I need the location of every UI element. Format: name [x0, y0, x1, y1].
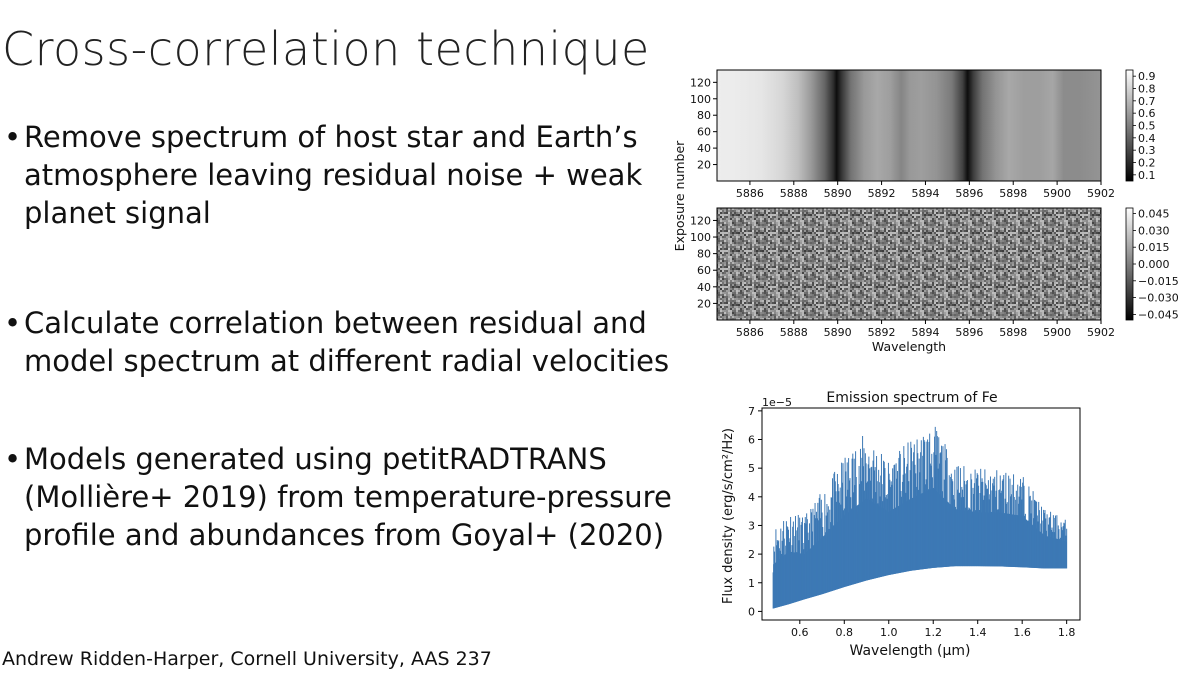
emission-ylabel: Flux density (erg/s/cm²/Hz): [721, 428, 736, 604]
heatmap-top-axes: 5886 5888 5890 5892 5894 5896 5898 5900 5902 20 40…: [690, 76, 1115, 200]
y-tick-label: 20: [697, 297, 711, 310]
x-tick-label: 5886: [736, 326, 764, 339]
y-tick-label: 6: [748, 434, 755, 447]
x-tick-label: 1.2: [924, 626, 942, 639]
emission-axes: 0.6 0.8 1.0 1.2 1.4 1.6 1.8 0 1 2 3 4 5 6 7: [748, 405, 1075, 639]
y-tick-label: 5: [748, 462, 755, 475]
y-tick-label: 40: [697, 142, 711, 155]
colorbar-tick-label: −0.030: [1138, 292, 1179, 305]
heatmap-xlabel: Wavelength: [872, 339, 946, 354]
colorbar-tick-label: 0.015: [1138, 241, 1170, 254]
colorbar-tick-label: 0.045: [1138, 208, 1170, 221]
colorbar-tick-label: 0.3: [1138, 144, 1156, 157]
y-tick-label: 120: [690, 214, 711, 227]
x-tick-label: 5896: [955, 326, 983, 339]
bullet-dot: •: [4, 442, 22, 476]
colorbar-tick-label: 0.4: [1138, 132, 1156, 145]
heatmap-top: 5886 5888 5890 5892 5894 5896 5898 5900 5902 20 40…: [690, 69, 1156, 200]
x-tick-label: 5896: [955, 187, 983, 200]
x-tick-label: 1.8: [1058, 626, 1076, 639]
bullet-dot: •: [4, 120, 22, 154]
x-tick-label: 5890: [824, 187, 852, 200]
y-tick-label: 60: [697, 126, 711, 139]
x-tick-label: 1.0: [880, 626, 898, 639]
x-tick-label: 5898: [999, 187, 1027, 200]
heatmap-bottom-colorbar: [1125, 207, 1134, 321]
heatmap-ylabel: Exposure number: [672, 140, 687, 251]
emission-offset-label: 1e−5: [762, 396, 792, 409]
colorbar-tick-label: 0.6: [1138, 107, 1156, 120]
y-tick-label: 0: [748, 605, 755, 618]
bullet-line: Remove spectrum of host star and Earth’s: [24, 120, 638, 154]
x-tick-label: 5902: [1087, 326, 1115, 339]
x-tick-label: 1.6: [1013, 626, 1031, 639]
bullet-line: (Mollière+ 2019) from temperature-pressu…: [24, 480, 672, 514]
bullet-dot: •: [4, 306, 22, 340]
bullet-line: Calculate correlation between residual a…: [24, 306, 647, 340]
x-tick-label: 5900: [1043, 326, 1071, 339]
y-tick-label: 3: [748, 519, 755, 532]
y-tick-label: 100: [690, 93, 711, 106]
bullet-line: planet signal: [24, 196, 211, 230]
x-tick-label: 1.4: [969, 626, 987, 639]
y-tick-label: 4: [748, 491, 755, 504]
heatmap-bottom: 5886 5888 5890 5892 5894 5896 5898 5900 5902 20 40…: [690, 207, 1179, 354]
y-tick-label: 40: [697, 281, 711, 294]
x-tick-label: 5902: [1087, 187, 1115, 200]
y-tick-label: 100: [690, 231, 711, 244]
bullet-line: profile and abundances from Goyal+ (2020…: [24, 518, 665, 552]
x-tick-label: 5890: [824, 326, 852, 339]
x-tick-label: 5888: [780, 326, 808, 339]
bullet-line: model spectrum at different radial veloc…: [24, 344, 670, 378]
y-tick-label: 1: [748, 577, 755, 590]
colorbar-tick-label: −0.015: [1138, 275, 1179, 288]
colorbar-tick-label: 0.1: [1138, 169, 1156, 182]
slide-title: Cross-correlation technique: [2, 22, 650, 76]
x-tick-label: 5892: [868, 187, 896, 200]
y-tick-label: 80: [697, 248, 711, 261]
y-tick-label: 60: [697, 264, 711, 277]
slide-footer: Andrew Ridden-Harper, Cornell University…: [2, 648, 492, 670]
colorbar-tick-label: 0.5: [1138, 120, 1156, 133]
colorbar-tick-label: 0.030: [1138, 224, 1170, 237]
x-tick-label: 5888: [780, 187, 808, 200]
bullet-line: Models generated using petitRADTRANS: [24, 442, 607, 476]
x-tick-label: 5900: [1043, 187, 1071, 200]
x-tick-label: 0.8: [836, 626, 854, 639]
emission-xlabel: Wavelength (µm): [850, 643, 971, 659]
colorbar-tick-label: −0.045: [1138, 308, 1179, 321]
y-tick-label: 20: [697, 159, 711, 172]
emission-series: [772, 426, 1068, 609]
x-tick-label: 5894: [911, 326, 939, 339]
bullet-text: Remove spectrum of host star and Earth’s…: [24, 118, 674, 232]
bullet-text: Models generated using petitRADTRANS (Mol…: [24, 440, 674, 554]
x-tick-label: 5886: [736, 187, 764, 200]
heatmap-bottom-image: [716, 207, 1102, 321]
heatmap-bottom-colorbar-ticks: 0.045 0.030 0.015 0.000 −0.015 −0.030 −0.045: [1133, 208, 1179, 321]
emission-chart-title: Emission spectrum of Fe: [826, 390, 997, 406]
colorbar-tick-label: 0.2: [1138, 157, 1156, 170]
colorbar-tick-label: 0.7: [1138, 95, 1156, 108]
colorbar-tick-label: 0.9: [1138, 70, 1156, 83]
bullet-text: Calculate correlation between residual a…: [24, 304, 674, 380]
x-tick-label: 5898: [999, 326, 1027, 339]
heatmap-top-image: [716, 69, 1102, 182]
y-tick-label: 7: [748, 405, 755, 418]
emission-chart: Emission spectrum of Fe 1e−5 0.6 0.8 1.0 1.…: [721, 390, 1081, 659]
colorbar-tick-label: 0.000: [1138, 258, 1170, 271]
colorbar-tick-label: 0.8: [1138, 83, 1156, 96]
bullet-line: atmosphere leaving residual noise + weak: [24, 158, 643, 192]
y-tick-label: 120: [690, 76, 711, 89]
y-tick-label: 2: [748, 548, 755, 561]
x-tick-label: 5892: [868, 326, 896, 339]
heatmap-bottom-axes: 5886 5888 5890 5892 5894 5896 5898 5900 5902 20 40…: [690, 214, 1115, 339]
heatmap-top-colorbar-ticks: 0.90.80.70.60.50.40.30.20.1: [1133, 70, 1156, 182]
x-tick-label: 0.6: [791, 626, 809, 639]
x-tick-label: 5894: [911, 187, 939, 200]
y-tick-label: 80: [697, 109, 711, 122]
heatmap-top-colorbar: [1125, 69, 1134, 182]
